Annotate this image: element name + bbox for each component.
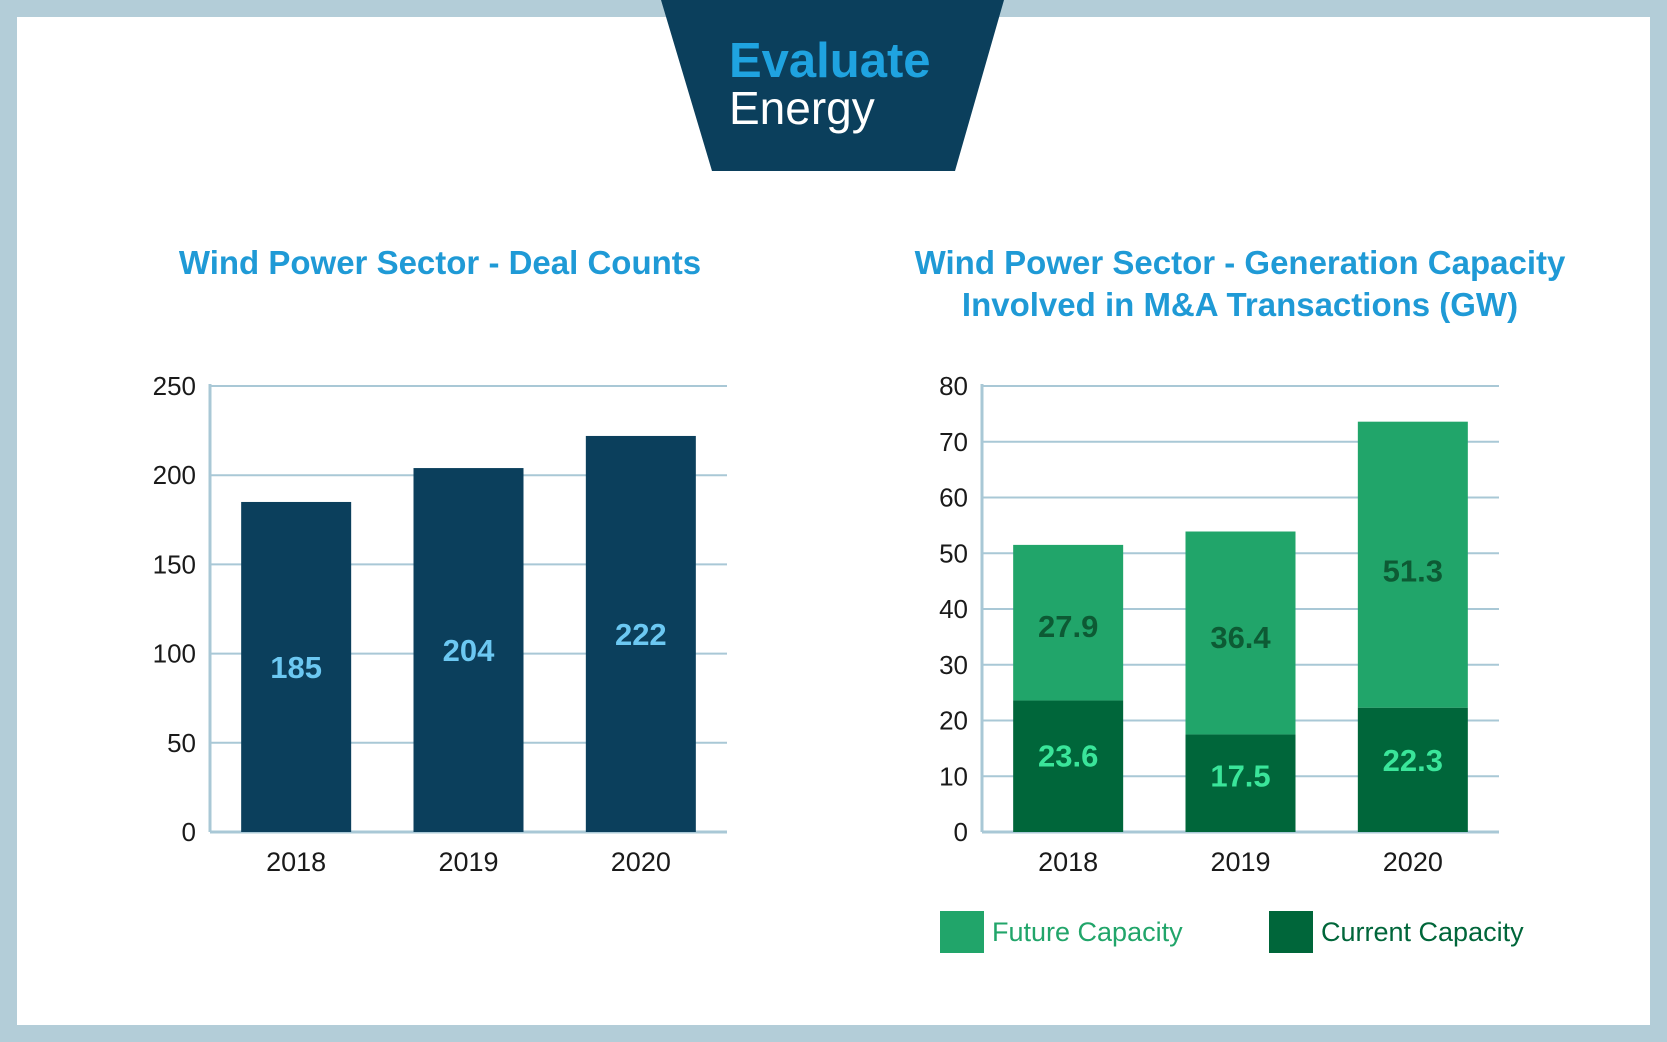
- y-tick-label: 80: [939, 371, 968, 401]
- y-tick-label: 50: [167, 728, 196, 758]
- y-tick-label: 100: [153, 639, 196, 669]
- deal-count-bar: [585, 435, 696, 832]
- legend-swatch-current: [1269, 911, 1313, 953]
- y-tick-label: 0: [954, 817, 968, 847]
- legend-swatch-future: [940, 911, 984, 953]
- current-capacity-label: 23.6: [1038, 739, 1098, 774]
- x-tick-label: 2019: [1210, 847, 1270, 877]
- y-tick-label: 0: [182, 817, 196, 847]
- future-capacity-bar: [1185, 531, 1296, 735]
- legend-label-current: Current Capacity: [1321, 917, 1524, 947]
- deal-count-label: 204: [443, 633, 495, 668]
- y-tick-label: 10: [939, 761, 968, 791]
- current-capacity-bar: [1185, 734, 1296, 832]
- x-tick-label: 2018: [266, 847, 326, 877]
- current-capacity-bar: [1357, 707, 1468, 832]
- logo-banner: [661, 0, 1004, 171]
- deal-count-bar: [241, 501, 352, 832]
- capacity-title: Wind Power Sector - Generation Capacity …: [860, 242, 1620, 326]
- future-capacity-label: 36.4: [1210, 620, 1271, 655]
- y-tick-label: 60: [939, 483, 968, 513]
- x-tick-label: 2018: [1038, 847, 1098, 877]
- x-tick-label: 2020: [1383, 847, 1443, 877]
- deal-count-label: 185: [270, 650, 322, 685]
- brand-logo: Evaluate Energy: [661, 0, 1004, 171]
- y-tick-label: 20: [939, 706, 968, 736]
- deal-count-bar: [413, 468, 524, 832]
- deal-count-label: 222: [615, 617, 667, 652]
- logo-line2: Energy: [729, 82, 875, 134]
- legend-label-future: Future Capacity: [992, 917, 1183, 947]
- y-tick-label: 50: [939, 538, 968, 568]
- future-capacity-bar: [1357, 421, 1468, 708]
- y-tick-label: 200: [153, 460, 196, 490]
- y-tick-label: 30: [939, 650, 968, 680]
- current-capacity-bar: [1013, 700, 1124, 832]
- x-tick-label: 2019: [438, 847, 498, 877]
- future-capacity-label: 51.3: [1383, 553, 1443, 588]
- capacity-title-line1: Wind Power Sector - Generation Capacity: [914, 244, 1566, 281]
- future-capacity-label: 27.9: [1038, 609, 1098, 644]
- y-tick-label: 70: [939, 427, 968, 457]
- capacity-title-line2: Involved in M&A Transactions (GW): [961, 286, 1519, 323]
- x-tick-label: 2020: [611, 847, 671, 877]
- logo-line1: Evaluate: [729, 34, 931, 88]
- current-capacity-label: 22.3: [1383, 743, 1443, 778]
- y-tick-label: 150: [153, 549, 196, 579]
- current-capacity-label: 17.5: [1210, 758, 1270, 793]
- future-capacity-bar: [1013, 544, 1124, 701]
- y-tick-label: 250: [153, 371, 196, 401]
- y-tick-label: 40: [939, 594, 968, 624]
- deal-counts-title: Wind Power Sector - Deal Counts: [178, 244, 702, 281]
